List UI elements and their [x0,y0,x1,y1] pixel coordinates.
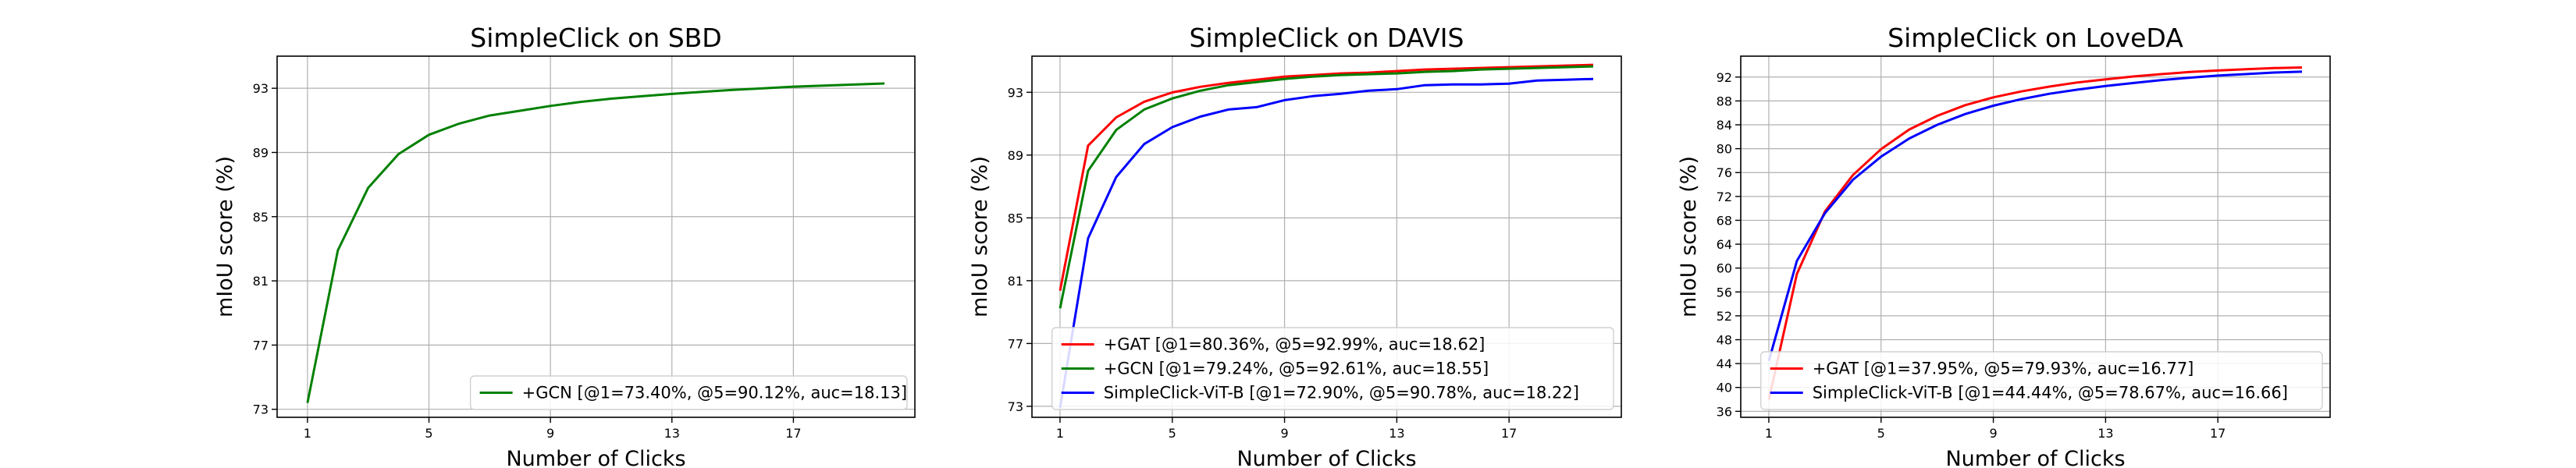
series-line [1059,65,1594,309]
x-tick-label: 13 [2097,426,2113,441]
y-axis-label: mIoU score (%) [213,156,237,317]
legend: +GAT [@1=80.36%, @5=92.99%, auc=18.62] +G… [1051,327,1614,410]
y-tick-label: 85 [253,210,269,225]
y-tick-label: 89 [253,145,269,160]
y-tick-label: 89 [1008,148,1023,163]
y-tick-label: 76 [1717,165,1732,180]
y-tick-label: 56 [1717,285,1732,300]
legend-entry: +GAT [@1=37.95%, @5=79.93%, auc=16.77] [1813,360,2194,378]
x-tick-label: 13 [1389,426,1404,441]
y-tick-label: 92 [1717,70,1732,85]
x-axis-label: Number of Clicks [1236,447,1416,468]
x-tick-label: 1 [1765,426,1773,441]
y-tick-label: 77 [1008,336,1023,351]
legend: +GAT [@1=37.95%, @5=79.93%, auc=16.77] Si… [1759,351,2323,410]
legend: +GCN [@1=73.40%, @5=90.12%, auc=18.13] [469,375,908,410]
plot-frame [276,55,916,418]
plot-frame [1740,55,2331,418]
y-tick-label: 64 [1717,237,1732,252]
x-tick-label: 5 [1169,426,1176,441]
y-axis-label: mIoU score (%) [968,156,992,317]
y-tick-label: 48 [1717,333,1732,348]
series-line [1059,63,1594,291]
x-tick-label: 17 [2210,426,2226,441]
legend-box [1051,327,1614,410]
legend-entry: +GAT [@1=80.36%, @5=92.99%, auc=18.62] [1104,335,1485,354]
y-tick-label: 93 [1008,85,1023,100]
chart-panel: 1 5 9 13 17 73 77 81 85 89 93 SimpleClick on SBD Num… [213,23,916,468]
series-line [1059,77,1594,409]
y-tick-label: 81 [1008,274,1023,289]
plot-frame [1031,55,1622,418]
x-tick-label: 5 [425,426,432,441]
legend-entry: +GCN [@1=73.40%, @5=90.12%, auc=18.13] [522,384,908,402]
y-tick-label: 84 [1717,118,1732,133]
y-tick-label: 77 [253,338,269,353]
x-tick-label: 9 [1989,426,1997,441]
y-tick-label: 73 [1008,399,1023,414]
x-tick-label: 1 [304,426,311,441]
x-tick-label: 13 [664,426,680,441]
y-tick-label: 40 [1717,381,1732,395]
x-tick-label: 17 [785,426,801,441]
y-tick-label: 73 [253,402,269,417]
x-tick-label: 9 [1280,426,1288,441]
legend-box [469,375,908,410]
y-tick-label: 93 [253,81,269,96]
x-tick-label: 5 [1877,426,1885,441]
y-tick-label: 85 [1008,211,1023,225]
y-axis-label: mIoU score (%) [1677,156,1701,317]
y-tick-label: 80 [1717,142,1732,157]
legend-entry: SimpleClick-ViT-B [@1=44.44%, @5=78.67%,… [1813,384,2288,402]
chart-panel: 1 5 9 13 17 73 77 81 85 89 93 SimpleClick on DAVIS N… [968,23,1622,468]
chart-title: SimpleClick on SBD [470,23,721,53]
legend-entry: SimpleClick-ViT-B [@1=72.90%, @5=90.78%,… [1104,384,1579,402]
y-tick-label: 68 [1717,213,1732,228]
series-line [1767,66,2303,400]
y-tick-label: 81 [253,274,269,289]
y-tick-label: 36 [1717,404,1732,419]
y-tick-label: 44 [1717,356,1732,371]
x-axis-label: Number of Clicks [506,447,685,468]
y-tick-label: 52 [1717,309,1732,324]
x-tick-label: 17 [1501,426,1517,441]
x-axis-label: Number of Clicks [1945,447,2125,468]
x-tick-label: 1 [1056,426,1064,441]
chart-panel: 1 5 9 13 17 36 40 44 48 52 56 60 64 68 72 76 80 84 88 92 Sim… [1677,23,2331,468]
y-tick-label: 60 [1717,261,1732,276]
chart-title: SimpleClick on LoveDA [1888,23,2183,53]
y-tick-label: 72 [1717,190,1732,204]
legend-entry: +GCN [@1=79.24%, @5=92.61%, auc=18.55] [1104,360,1489,378]
legend-box [1759,351,2323,410]
x-tick-label: 9 [546,426,554,441]
series-line [1767,70,2303,362]
chart-title: SimpleClick on DAVIS [1190,23,1464,53]
series-line [306,82,885,403]
y-tick-label: 88 [1717,94,1732,108]
